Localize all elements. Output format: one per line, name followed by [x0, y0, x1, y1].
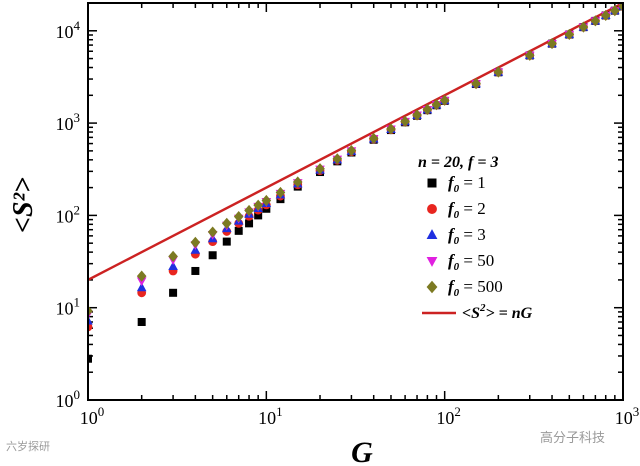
data-point	[275, 186, 286, 199]
data-point	[254, 211, 263, 220]
data-point	[618, 3, 623, 12]
data-point	[292, 176, 303, 188]
legend-label: f0 = 500	[448, 277, 503, 299]
data-point	[590, 15, 601, 27]
legend-label: f0 = 50	[448, 251, 494, 273]
data-point	[207, 226, 218, 238]
legend-marker	[426, 229, 438, 240]
data-point	[88, 305, 93, 317]
data-point	[547, 37, 557, 50]
y-tick-label: 100	[56, 387, 81, 411]
data-point	[261, 194, 272, 207]
reference-line	[88, 3, 623, 281]
data-point	[88, 322, 93, 332]
data-point	[168, 250, 178, 262]
data-point	[88, 315, 93, 325]
data-point	[386, 123, 396, 135]
x-tick-labels: 100 101 102 103	[80, 404, 640, 428]
data-point	[346, 144, 357, 157]
y-axis-title: <S²>	[8, 177, 39, 233]
legend-reference-label: <S2> = nG	[462, 302, 533, 322]
data-point	[137, 317, 146, 326]
data-point	[332, 153, 343, 165]
y-tick-labels: 100 101 102 103 104	[56, 18, 81, 411]
legend-label: f0 = 2	[448, 199, 486, 221]
data-point	[564, 28, 575, 41]
data-point	[578, 21, 589, 33]
y-tick-label: 103	[56, 110, 81, 134]
x-tick-label: 103	[615, 404, 640, 428]
data-point	[368, 132, 379, 144]
data-point	[169, 288, 178, 297]
plot-frame	[87, 2, 624, 401]
data-point	[88, 354, 92, 363]
watermark-right: 高分子科技	[540, 430, 605, 446]
legend-label: f0 = 1	[448, 173, 486, 195]
y-tick-label: 101	[56, 295, 81, 319]
data-point	[222, 237, 231, 246]
data-points-layer	[88, 3, 623, 363]
data-point	[439, 94, 450, 106]
legend: n = 20, f = 3 f0 = 1 f0 = 2 f0 = 3 f0 = 50 f…	[418, 154, 533, 322]
data-point	[234, 226, 243, 235]
data-point	[208, 251, 217, 260]
data-point	[610, 5, 620, 17]
data-point	[221, 217, 232, 229]
reference-line-layer	[88, 3, 623, 281]
y-tick-label: 102	[56, 202, 81, 226]
data-point	[524, 49, 535, 61]
watermark-left: 六岁探研	[6, 439, 50, 453]
legend-label: f0 = 3	[448, 225, 486, 247]
axis-ticks	[87, 2, 624, 401]
data-point	[412, 109, 422, 121]
data-point	[190, 236, 201, 248]
legend-annotation: n = 20, f = 3	[418, 154, 498, 171]
data-point	[431, 99, 442, 111]
data-point	[245, 219, 254, 228]
legend-marker	[427, 204, 437, 214]
data-point	[400, 115, 410, 127]
data-point	[471, 78, 481, 90]
data-point	[136, 282, 147, 292]
data-point	[233, 211, 244, 223]
x-tick-label: 102	[436, 404, 461, 428]
data-point	[136, 270, 147, 282]
data-point	[168, 261, 178, 271]
legend-marker	[426, 280, 438, 294]
legend-marker	[427, 178, 437, 188]
data-point	[600, 9, 611, 22]
data-point	[136, 277, 147, 287]
data-point	[315, 163, 325, 175]
data-point	[191, 266, 200, 275]
data-point	[244, 204, 254, 217]
data-point	[422, 103, 433, 116]
x-axis-title: G	[351, 436, 373, 466]
y-tick-label: 104	[56, 18, 81, 42]
legend-marker	[426, 256, 438, 267]
data-point	[493, 66, 504, 78]
x-tick-label: 101	[258, 404, 283, 428]
x-tick-label: 100	[80, 404, 105, 428]
data-point	[253, 199, 263, 211]
